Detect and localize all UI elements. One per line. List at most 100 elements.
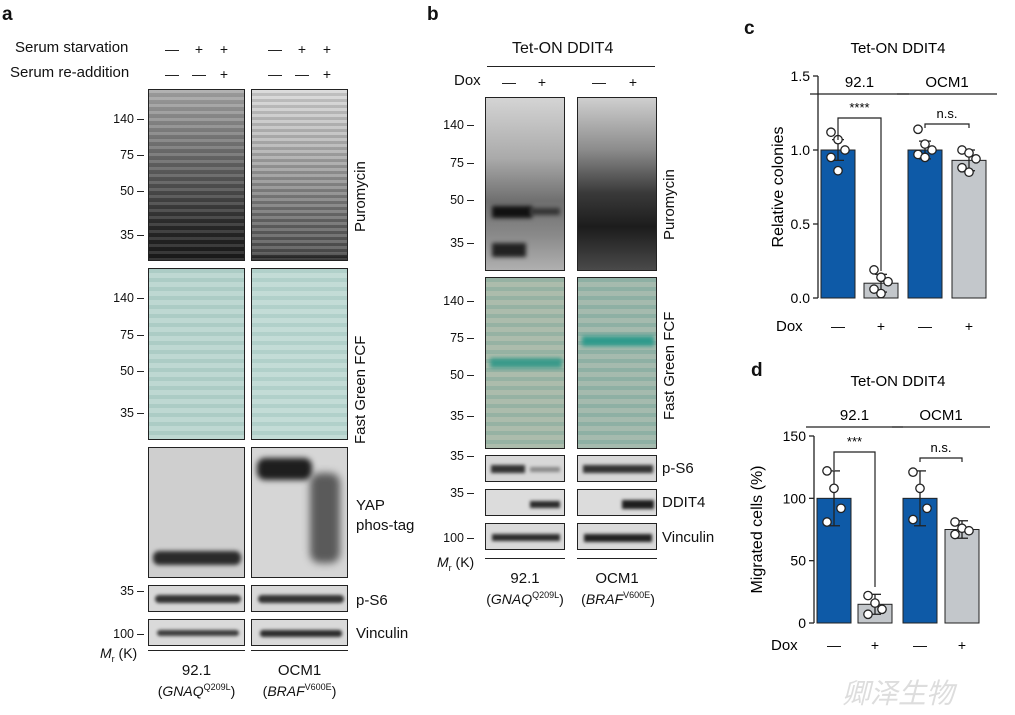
marker-50: 50 [94,184,144,198]
significance-label: *** [847,434,862,449]
blot-label-puromycin: Puromycin [661,169,678,240]
dox-sign-1: + [537,74,547,90]
dox-sign-1: + [877,318,885,334]
data-point [836,503,846,514]
significance-bracket [924,123,970,128]
readdition-sign-0: — [165,66,179,82]
bar-2 [907,149,943,299]
starvation-sign-4: + [297,41,307,57]
dox-sign-2: — [913,637,927,653]
blot-b-ps6-921 [485,455,565,482]
data-point [957,162,967,173]
data-point [863,609,873,620]
data-point [826,127,836,138]
blot-a-yap-ocm1 [251,447,348,578]
y-tick-label: 1.0 [791,142,811,158]
significance-label: n.s. [931,440,952,455]
data-point [971,154,981,164]
y-axis-label: Relative colonies [770,127,787,248]
marker-100: 100 [424,531,474,545]
lane-group-line [577,558,657,560]
data-point [964,148,974,158]
mr-label: Mr (K) [437,554,475,573]
chart-relative-colonies: Tet-ON DDIT4 Relative colonies 0.0 0.5 1.0 1.… [770,40,997,335]
marker-140: 140 [94,112,144,126]
y-tick-label: 0 [798,615,806,631]
marker-35: 35 [424,486,474,500]
marker-50: 50 [424,193,474,207]
lane-group-line [148,650,245,652]
bar-3 [951,159,987,299]
dox-sign-2: — [918,318,932,334]
watermark: 卿泽生物 [842,677,955,710]
chart-migrated-cells: Tet-ON DDIT4 Migrated cells (%) 0 50 100 150 9… [749,373,990,654]
chart-title: Tet-ON DDIT4 [850,40,945,57]
lane-gene-921: (GNAQQ209L) [486,590,564,607]
dox-label: Dox [454,72,481,89]
data-point [920,139,930,149]
blot-label-fast-green: Fast Green FCF [661,311,678,420]
marker-35: 35 [94,584,144,598]
dox-sign-0: — [502,74,516,90]
y-tick-label: 50 [790,553,806,569]
marker-140: 140 [94,291,144,305]
marker-35: 35 [94,406,144,420]
data-point [876,272,886,283]
blot-label-phos-tag: phos-tag [356,517,415,534]
significance-label: n.s. [937,106,958,121]
chart-title: Tet-ON DDIT4 [850,373,945,390]
panel-b-letter: b [427,4,439,25]
dox-label: Dox [771,637,798,654]
blot-label-vinculin: Vinculin [356,625,409,642]
data-point [908,467,918,478]
blot-a-puromycin-ocm1 [251,89,348,261]
data-point [870,598,880,608]
blot-label-fast-green: Fast Green FCF [352,335,369,444]
group-label-ocm1: OCM1 [925,74,968,91]
data-point [877,604,887,615]
marker-140: 140 [424,118,474,132]
blot-a-vinculin-ocm1 [251,619,348,646]
data-point [840,145,850,155]
significance-label: **** [849,100,869,115]
marker-75: 75 [94,148,144,162]
data-point [950,529,960,540]
data-point [869,284,879,294]
data-point [920,152,930,163]
starvation-sign-3: — [268,41,282,57]
data-point [826,152,836,163]
blot-b-puromycin-921 [485,97,565,271]
group-label-ocm1: OCM1 [919,407,962,424]
group-label-921: 92.1 [840,407,869,424]
data-point [833,165,843,176]
dox-sign-1: + [871,637,879,653]
y-tick-label: 0.5 [791,216,811,232]
y-tick-label: 1.5 [791,68,811,84]
blot-label-puromycin: Puromycin [352,161,369,232]
blot-label-ddit4: DDIT4 [662,494,706,511]
blot-a-ps6-921 [148,585,245,612]
data-point [883,276,893,287]
blot-b-ddit4-ocm1 [577,489,657,516]
data-point [822,517,832,527]
starvation-sign-0: — [165,41,179,57]
readdition-sign-4: — [295,66,309,82]
marker-35: 35 [424,236,474,250]
dox-label: Dox [776,318,803,335]
dox-sign-3: + [628,74,638,90]
y-tick-label: 0.0 [791,290,811,306]
marker-75: 75 [424,331,474,345]
lane-group-line [251,650,348,652]
panel-b-title: Tet-ON DDIT4 [512,40,614,57]
marker-35: 35 [94,228,144,242]
data-point [913,124,923,135]
blot-a-fastgreen-921 [148,268,245,440]
lane-group-line [485,558,565,560]
readdition-sign-2: + [219,66,229,82]
y-tick-label: 150 [783,428,807,444]
lane-label-ocm1: OCM1 [595,570,639,587]
blot-b-ddit4-921 [485,489,565,516]
data-point [922,503,932,514]
blot-b-fastgreen-921 [485,277,565,449]
y-axis-label: Migrated cells (%) [749,465,766,593]
